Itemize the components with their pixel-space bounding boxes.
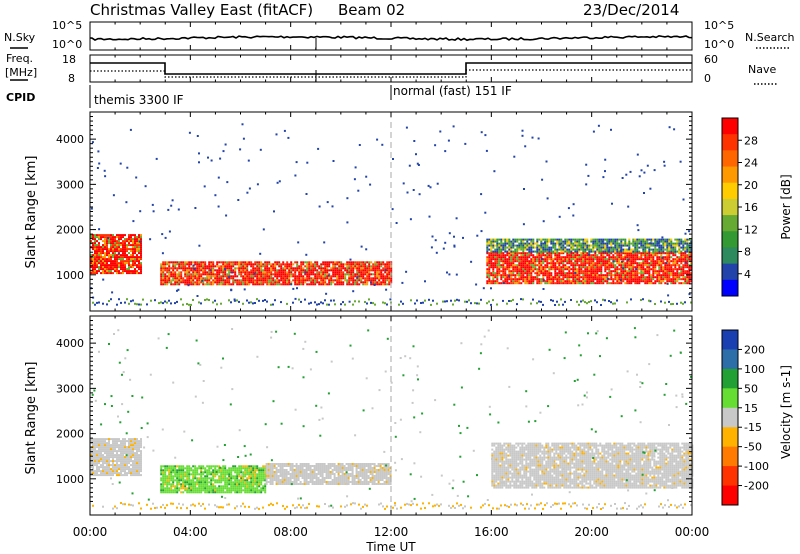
nsearch-label: N.Search [745, 31, 795, 44]
velocity-panel: 1000 2000 3000 4000 Slant Range [km] [24, 315, 694, 516]
colorbar-segment [722, 388, 738, 409]
colorbar-segment [722, 349, 738, 370]
ytick-label: 2000 [56, 428, 84, 441]
x-axis-label: Time UT [365, 540, 416, 554]
power-colorbar: 28 24 20 16 12 8 4 Power [dB] [721, 117, 793, 297]
ytick-label: 4000 [56, 133, 84, 146]
colorbar-tick-label: 24 [744, 157, 758, 170]
colorbar-segment [722, 446, 738, 467]
nsky-tick-top: 10^5 [52, 19, 82, 32]
nsky-tick-bottom: 10^0 [52, 38, 82, 51]
colorbar-segment [722, 263, 738, 281]
nsky-label: N.Sky [4, 31, 36, 44]
cpid-mode-2: normal (fast) 151 IF [393, 84, 512, 98]
heatmap-region-4 [486, 238, 693, 253]
velocity-colorbar-label: Velocity [m s-1] [779, 365, 793, 459]
colorbar-tick-label: 20 [744, 179, 758, 192]
sparse-echoes [90, 123, 691, 303]
heatmap-region-2 [160, 261, 393, 286]
ytick-label: 2000 [56, 224, 84, 237]
colorbar-tick-label: 200 [744, 343, 765, 356]
freq-label-2: [MHz] [5, 66, 37, 79]
colorbar-segment [722, 330, 738, 350]
colorbar-segment [722, 182, 738, 200]
colorbar-tick-label: -50 [744, 441, 762, 454]
freq-tick-bottom: 8 [68, 72, 75, 85]
colorbar-segment [722, 134, 738, 151]
velocity-ticks: 1000 2000 3000 4000 [56, 320, 692, 502]
xtick-label: 16:00 [474, 525, 509, 539]
colorbar-segment [722, 166, 738, 184]
colorbar-segment [722, 247, 738, 265]
colorbar-tick-label: 28 [744, 134, 758, 147]
colorbar-segment [722, 198, 738, 216]
nsky-trace [89, 34, 693, 42]
colorbar-tick-label: -200 [744, 480, 769, 493]
colorbar-tick-label: 100 [744, 363, 765, 376]
xtick-label: 08:00 [273, 525, 308, 539]
colorbar-segment [722, 427, 738, 448]
freq-tick-top: 18 [62, 53, 76, 66]
xtick-label: 00:00 [73, 525, 108, 539]
near-range-band [92, 298, 692, 306]
colorbar-tick-label: 8 [744, 246, 751, 259]
nsearch-tick-top: 10^5 [704, 19, 734, 32]
ytick-label: 1000 [56, 269, 84, 282]
freq-label-1: Freq. [6, 52, 33, 65]
x-axis: 00:00 04:00 08:00 12:00 16:00 20:00 00:00 [73, 22, 710, 539]
colorbar-segment [722, 407, 738, 428]
colorbar-tick-label: 16 [744, 201, 758, 214]
nsky-panel: N.Sky 10^5 10^0 10^5 10^0 N.Search [4, 19, 795, 51]
nsearch-tick-bottom: 10^0 [704, 38, 734, 51]
freq-trace [90, 62, 692, 75]
ytick-label: 3000 [56, 178, 84, 191]
nave-tick-top: 60 [704, 53, 718, 66]
ytick-label: 3000 [56, 382, 84, 395]
beam-label: Beam 02 [338, 1, 405, 19]
power-panel: 1000 2000 3000 4000 Slant Range [km] [24, 111, 693, 312]
sparse-echoes [91, 327, 692, 507]
ytick-label: 4000 [56, 337, 84, 350]
colorbar-tick-label: 15 [744, 402, 758, 415]
xtick-label: 00:00 [675, 525, 710, 539]
colorbar-segment [722, 150, 738, 168]
colorbar-tick-label: 12 [744, 223, 758, 236]
colorbar-segment [722, 118, 738, 135]
colorbar-segment [722, 368, 738, 389]
heatmap-region-1 [90, 438, 142, 477]
colorbar-tick-label: 4 [744, 268, 751, 281]
heatmap-region-4 [491, 442, 694, 489]
plot-title: Christmas Valley East (fitACF) [90, 1, 313, 19]
colorbar-segment [722, 231, 738, 248]
power-scatter-regions [90, 123, 693, 306]
ytick-label: 1000 [56, 473, 84, 486]
near-range-band [92, 502, 692, 510]
xtick-label: 12:00 [374, 525, 409, 539]
velocity-ylabel: Slant Range [km] [24, 362, 39, 475]
heatmap-region-3 [486, 252, 693, 285]
colorbar-segment [722, 215, 738, 232]
heatmap-region-1 [90, 234, 142, 275]
power-colorbar-label: Power [dB] [779, 174, 793, 239]
xtick-label: 20:00 [574, 525, 609, 539]
power-ylabel: Slant Range [km] [24, 156, 39, 269]
colorbar-tick-label: 50 [744, 382, 758, 395]
colorbar-segment [722, 485, 738, 506]
xtick-label: 04:00 [173, 525, 208, 539]
date-label: 23/Dec/2014 [583, 1, 679, 19]
heatmap-region-2 [160, 465, 267, 494]
colorbar-segment [722, 466, 738, 487]
nave-tick-bottom: 0 [704, 72, 711, 85]
colorbar-tick-label: -15 [744, 421, 762, 434]
cpid-label: CPID [6, 91, 35, 104]
colorbar-segment [722, 279, 738, 297]
heatmap-region-3 [265, 463, 392, 485]
velocity-scatter-regions [90, 327, 694, 510]
colorbar-tick-label: -100 [744, 460, 769, 473]
nave-label: Nave [748, 63, 776, 76]
velocity-colorbar: 200 100 50 15 -15 -50 -100 -200 Velocity [m s-1… [721, 329, 793, 506]
power-ticks: 1000 2000 3000 4000 [56, 116, 692, 298]
cpid-mode-1: themis 3300 IF [94, 93, 184, 107]
